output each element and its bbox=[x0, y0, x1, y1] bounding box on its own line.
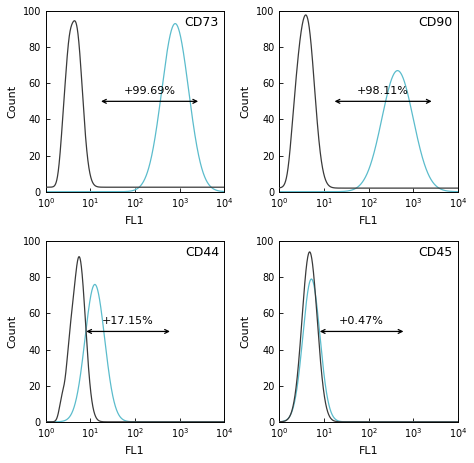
Text: CD90: CD90 bbox=[418, 16, 453, 29]
Y-axis label: Count: Count bbox=[240, 315, 250, 348]
X-axis label: FL1: FL1 bbox=[125, 216, 145, 226]
X-axis label: FL1: FL1 bbox=[359, 446, 378, 456]
Text: +17.15%: +17.15% bbox=[102, 316, 154, 326]
Text: +98.11%: +98.11% bbox=[357, 86, 409, 96]
Y-axis label: Count: Count bbox=[7, 315, 17, 348]
Text: CD44: CD44 bbox=[185, 246, 219, 259]
X-axis label: FL1: FL1 bbox=[125, 446, 145, 456]
Text: +0.47%: +0.47% bbox=[339, 316, 384, 326]
Text: CD73: CD73 bbox=[185, 16, 219, 29]
Text: CD45: CD45 bbox=[418, 246, 453, 259]
Y-axis label: Count: Count bbox=[7, 85, 17, 118]
X-axis label: FL1: FL1 bbox=[359, 216, 378, 226]
Text: +99.69%: +99.69% bbox=[124, 86, 175, 96]
Y-axis label: Count: Count bbox=[240, 85, 250, 118]
